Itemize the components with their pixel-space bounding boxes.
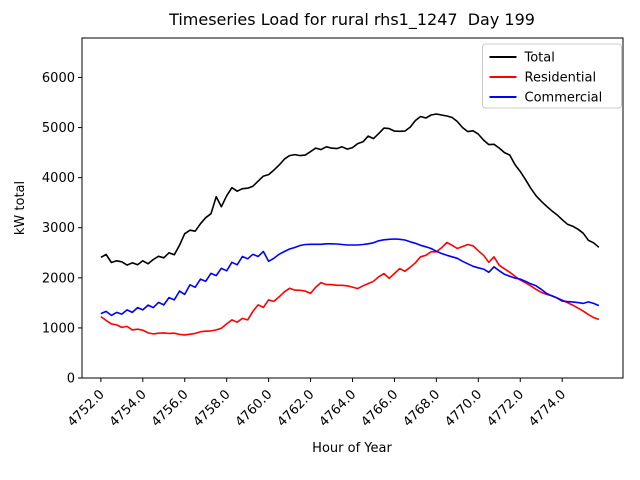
- x-axis-label: Hour of Year: [312, 441, 392, 456]
- x-tick-label: 4756.0: [149, 387, 192, 430]
- x-tick-label: 4758.0: [191, 387, 234, 430]
- series-total-line: [100, 113, 600, 266]
- x-tick-label: 4764.0: [317, 387, 360, 430]
- legend-label-residential: Residential: [525, 71, 597, 86]
- series-commercial-line: [100, 238, 600, 317]
- series-residential-line: [100, 241, 600, 336]
- y-tick-label: 4000: [42, 171, 75, 186]
- x-tick-label: 4766.0: [358, 387, 401, 430]
- legend: Total Residential Commercial: [482, 43, 622, 109]
- legend-label-commercial: Commercial: [525, 91, 603, 106]
- legend-label-total: Total: [524, 51, 555, 66]
- y-tick-label: 5000: [42, 121, 75, 136]
- y-axis-label: kW total: [13, 181, 28, 235]
- x-tick-label: 4774.0: [526, 387, 569, 430]
- x-tick-label: 4752.0: [65, 387, 108, 430]
- x-tick-label: 4762.0: [275, 387, 318, 430]
- x-tick-label: 4760.0: [233, 387, 276, 430]
- y-tick-label: 6000: [42, 71, 75, 86]
- y-tick-label: 0: [67, 372, 75, 387]
- legend-box: [482, 43, 622, 109]
- x-tick-label: 4754.0: [107, 387, 150, 430]
- y-tick-label: 2000: [42, 271, 75, 286]
- x-tick-label: 4768.0: [400, 387, 443, 430]
- y-tick-label: 1000: [42, 321, 75, 336]
- chart-title: Timeseries Load for rural rhs1_1247 Day …: [168, 10, 535, 30]
- x-tick-label: 4770.0: [442, 387, 485, 430]
- x-tick-label: 4772.0: [484, 387, 527, 430]
- y-tick-label: 3000: [42, 221, 75, 236]
- series-lines: [100, 113, 600, 336]
